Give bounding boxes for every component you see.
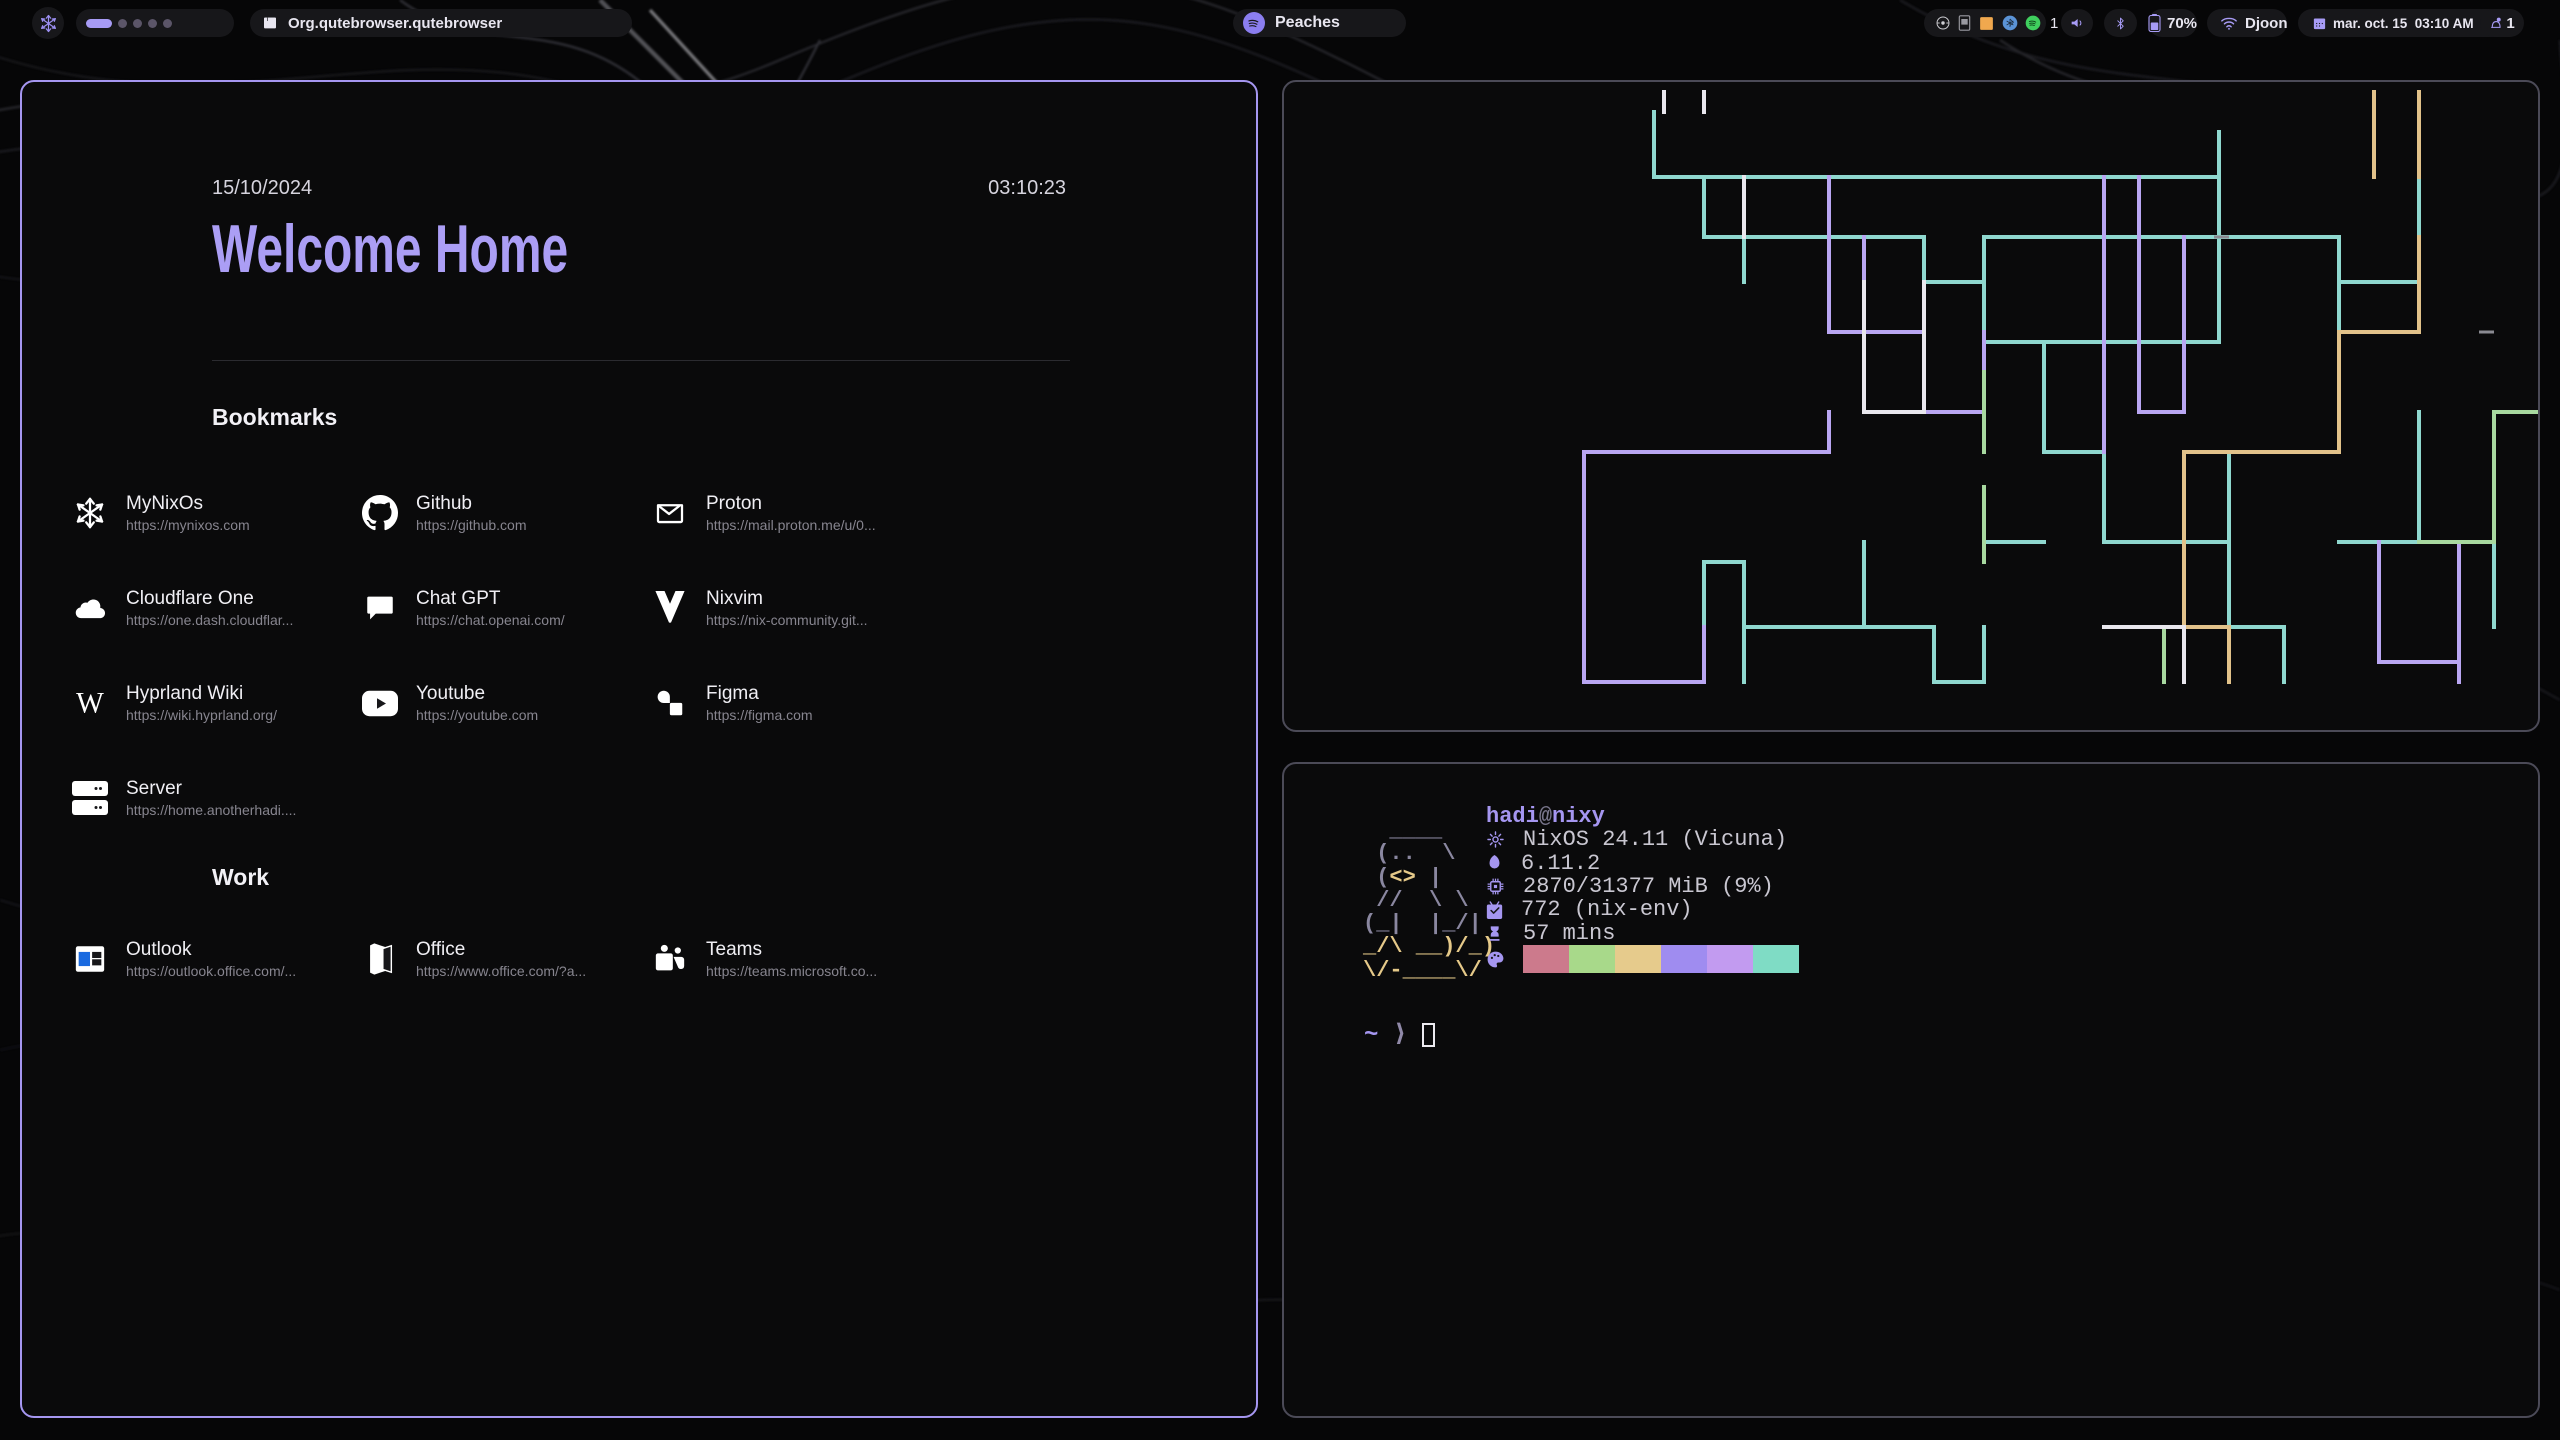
svg-text:W: W [76,687,104,719]
